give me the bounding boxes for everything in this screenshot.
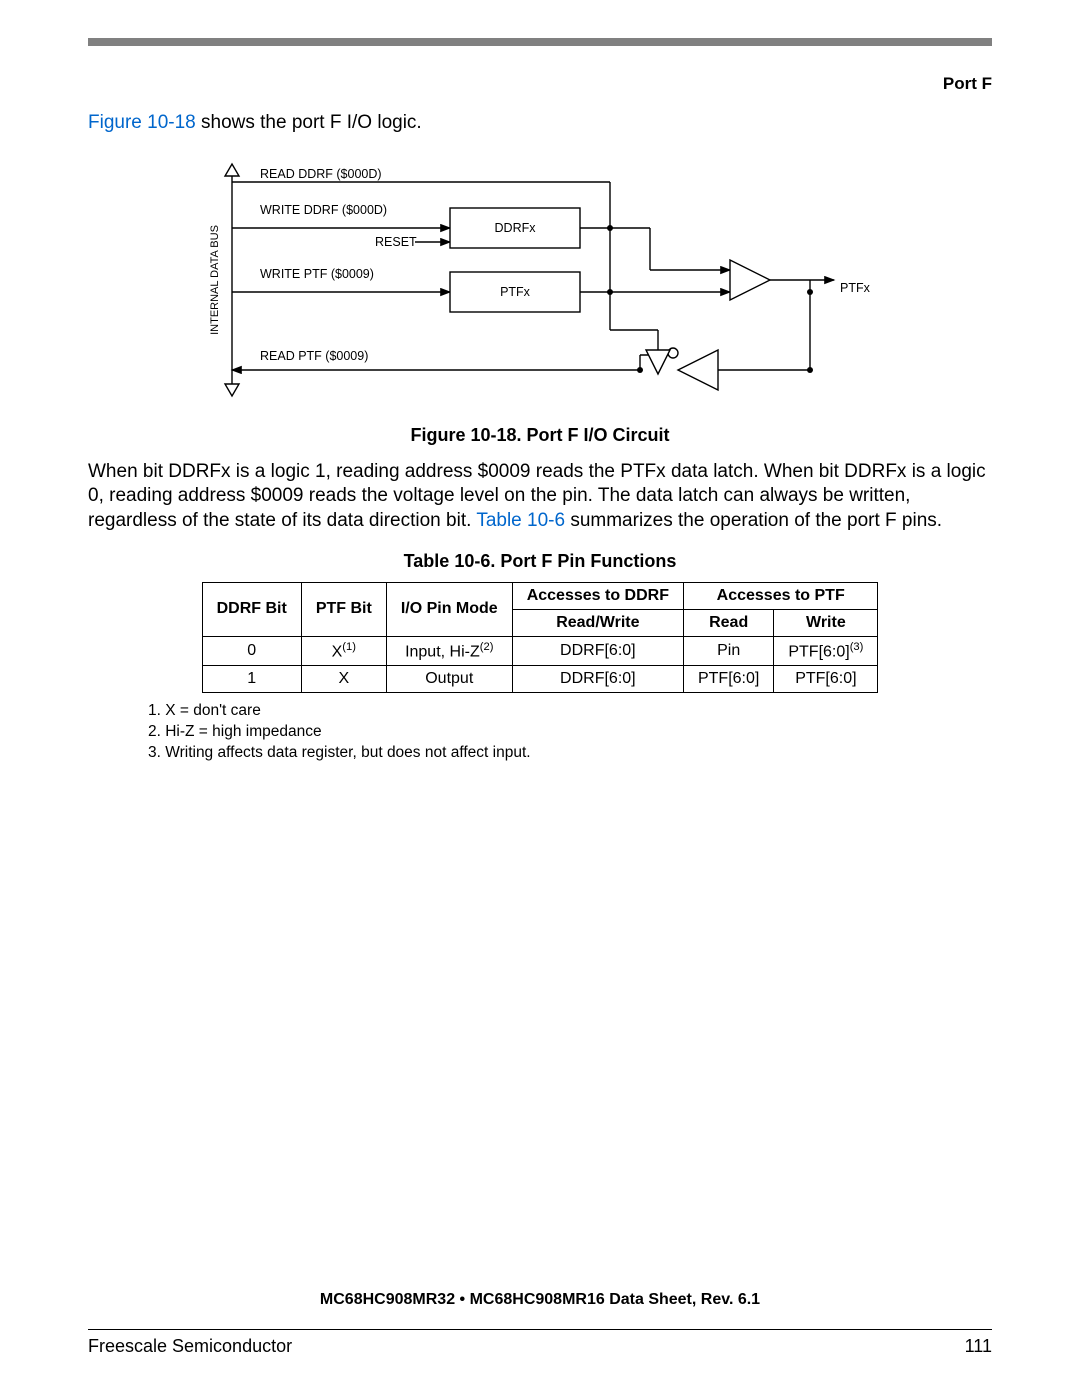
th-ptf: PTF Bit [301,582,386,636]
table-row: 1XOutputDDRF[6:0]PTF[6:0]PTF[6:0] [202,666,878,693]
table-row: 0X(1)Input, Hi-Z(2)DDRF[6:0]PinPTF[6:0](… [202,636,878,665]
svg-text:DDRFx: DDRFx [495,221,537,235]
pin-functions-table: DDRF Bit PTF Bit I/O Pin Mode Accesses t… [202,582,879,693]
th-acc-ptf: Accesses to PTF [683,582,877,609]
th-rw: Read/Write [512,609,683,636]
svg-text:RESET: RESET [375,235,417,249]
io-circuit-diagram: INTERNAL DATA BUS DDRFx PTFx READ DDRF ($00… [190,150,890,415]
header-bar [88,38,992,46]
body-p2: summarizes the operation of the port F p… [565,510,942,531]
table-caption: Table 10-6. Port F Pin Functions [88,551,992,572]
note-3: 3. Writing affects data register, but do… [148,743,992,764]
section-header: Port F [88,74,992,94]
table-notes: 1. X = don't care 2. Hi-Z = high impedan… [148,701,992,764]
note-1: 1. X = don't care [148,701,992,722]
footer-right: 111 [965,1336,992,1357]
footer-doc-title: MC68HC908MR32 • MC68HC908MR16 Data Sheet… [88,1287,992,1309]
footer-left: Freescale Semiconductor [88,1336,292,1357]
th-write: Write [774,609,878,636]
body-paragraph: When bit DDRFx is a logic 1, reading add… [88,460,992,533]
note-2: 2. Hi-Z = high impedance [148,722,992,743]
th-read: Read [683,609,773,636]
intro-text: Figure 10-18 shows the port F I/O logic. [88,112,992,134]
th-ddrf: DDRF Bit [202,582,301,636]
svg-text:READ DDRF ($000D): READ DDRF ($000D) [260,167,382,181]
svg-text:READ PTF ($0009): READ PTF ($0009) [260,349,368,363]
table-xref: Table 10-6 [476,510,565,531]
page-footer: MC68HC908MR32 • MC68HC908MR16 Data Sheet… [88,1287,992,1357]
th-acc-ddrf: Accesses to DDRF [512,582,683,609]
intro-rest: shows the port F I/O logic. [196,112,422,133]
figure-caption: Figure 10-18. Port F I/O Circuit [88,425,992,446]
svg-text:PTFx: PTFx [840,281,871,295]
svg-text:WRITE DDRF ($000D): WRITE DDRF ($000D) [260,203,387,217]
th-mode: I/O Pin Mode [386,582,512,636]
figure-xref: Figure 10-18 [88,112,196,133]
svg-text:INTERNAL DATA BUS: INTERNAL DATA BUS [209,225,221,335]
svg-text:WRITE PTF ($0009): WRITE PTF ($0009) [260,267,374,281]
svg-text:PTFx: PTFx [500,285,531,299]
